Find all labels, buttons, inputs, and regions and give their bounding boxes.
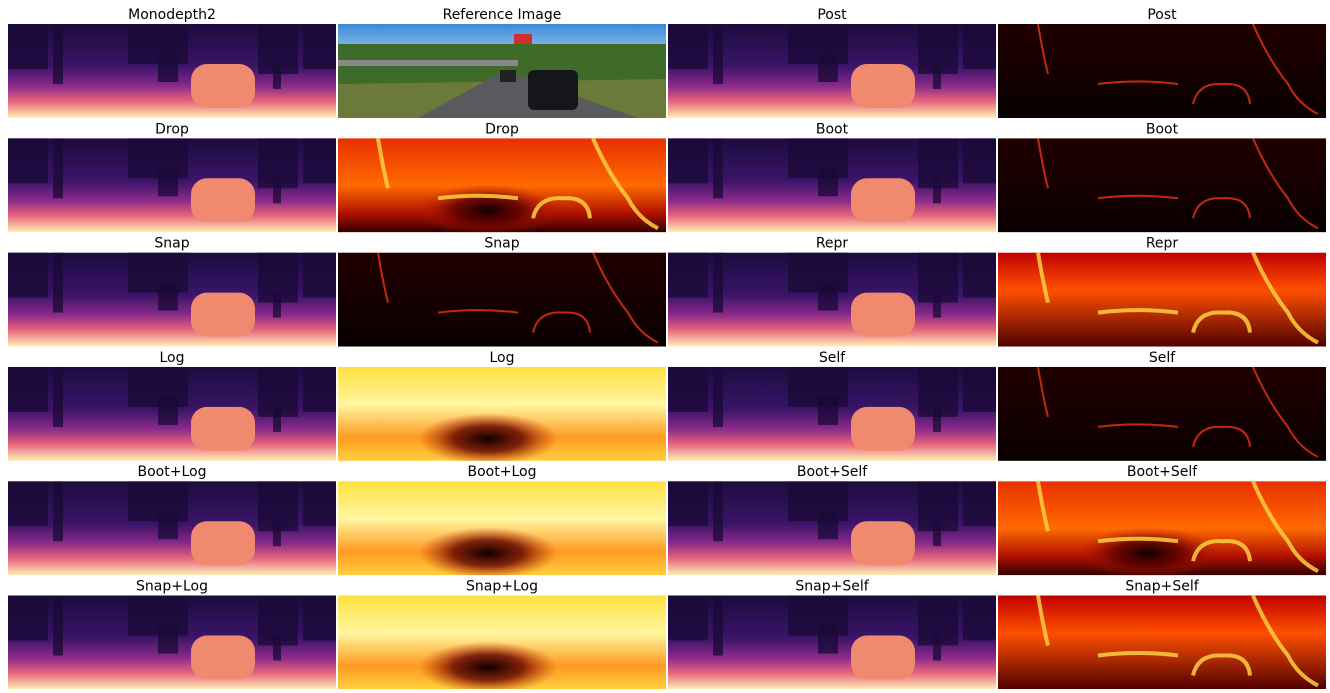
panel-image [668, 481, 996, 575]
panel-title: Reference Image [443, 7, 562, 23]
panel-image [8, 481, 336, 575]
panel-image [338, 367, 666, 465]
panel-title: Post [1147, 7, 1177, 23]
panel-image [8, 253, 336, 347]
panel-title: Snap+Log [136, 579, 208, 595]
panel-title: Drop [485, 121, 519, 137]
panel-image [8, 138, 336, 232]
panel-title: Snap+Self [795, 579, 869, 595]
panel-image [668, 596, 996, 690]
panel-title: Repr [816, 236, 849, 252]
panel-title: Boot [816, 121, 849, 137]
panel-title: Monodepth2 [128, 7, 216, 23]
panel-image [338, 596, 666, 690]
panel-image [338, 24, 666, 118]
panel-image [338, 481, 666, 579]
panel-image [668, 138, 996, 232]
panel-image [998, 24, 1326, 118]
panel-title: Boot+Log [468, 464, 537, 480]
panel-title: Snap+Self [1125, 579, 1199, 595]
panel-title: Snap+Log [466, 579, 538, 595]
panel-title: Repr [1146, 236, 1179, 252]
panel-image [998, 253, 1326, 347]
panel-title: Boot+Self [1127, 464, 1198, 480]
panel-image [998, 481, 1326, 579]
panel-image [668, 24, 996, 118]
panel-image [668, 367, 996, 461]
panel-title: Self [819, 350, 846, 366]
panel-image [998, 596, 1326, 690]
panel-title: Boot+Log [138, 464, 207, 480]
panel-title: Post [817, 7, 847, 23]
panel-title: Log [159, 350, 184, 366]
panel-image [8, 24, 336, 118]
panel-image [8, 367, 336, 461]
panel-image [338, 138, 666, 236]
panel-title: Snap [154, 236, 189, 252]
figure: Monodepth2 Reference Image Post Post Drop Dro… [0, 0, 1330, 689]
panel-title: Self [1149, 350, 1176, 366]
panel-image [8, 596, 336, 690]
panel-image [998, 138, 1326, 232]
panel-title: Log [489, 350, 514, 366]
panel-image [338, 253, 666, 347]
panel-image [998, 367, 1326, 461]
panel-title: Drop [155, 121, 189, 137]
panel-title: Snap [484, 236, 519, 252]
panel-title: Boot+Self [797, 464, 868, 480]
panel-image [668, 253, 996, 347]
panel-title: Boot [1146, 121, 1179, 137]
